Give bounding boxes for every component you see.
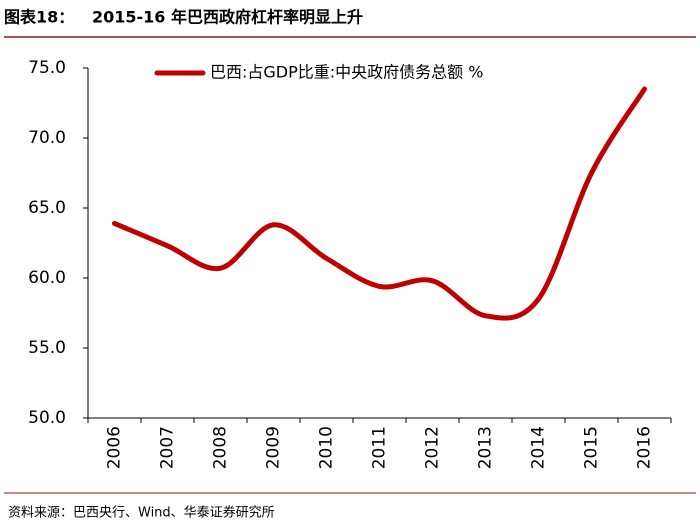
source-note: 资料来源：巴西央行、Wind、华泰证券研究所 xyxy=(8,505,275,521)
x-tick-label: 2009 xyxy=(264,426,284,469)
x-tick-label: 2006 xyxy=(105,426,125,469)
x-tick-label: 2015 xyxy=(582,426,602,469)
x-tick-label: 2010 xyxy=(317,426,337,469)
x-tick-label: 2011 xyxy=(370,426,390,469)
x-tick-label: 2016 xyxy=(635,426,655,469)
data-line xyxy=(112,86,647,321)
y-tick-label: 55.0 xyxy=(28,338,66,358)
y-tick-label: 60.0 xyxy=(28,268,66,288)
chart-title: 2015-16 年巴西政府杠杆率明显上升 xyxy=(92,8,363,27)
x-tick-label: 2008 xyxy=(211,426,231,469)
x-tick-label: 2012 xyxy=(423,426,443,469)
figure-label: 图表18： xyxy=(4,8,74,27)
y-tick-label: 50.0 xyxy=(28,408,66,428)
y-tick-label: 65.0 xyxy=(28,198,66,218)
y-tick-label: 70.0 xyxy=(28,128,66,148)
y-tick-label: 75.0 xyxy=(28,58,66,78)
x-tick-label: 2013 xyxy=(476,426,496,469)
x-tick-label: 2014 xyxy=(529,426,549,469)
x-tick-label: 2007 xyxy=(158,426,178,469)
legend-label: 巴西:占GDP比重:中央政府债务总额 % xyxy=(210,63,483,82)
